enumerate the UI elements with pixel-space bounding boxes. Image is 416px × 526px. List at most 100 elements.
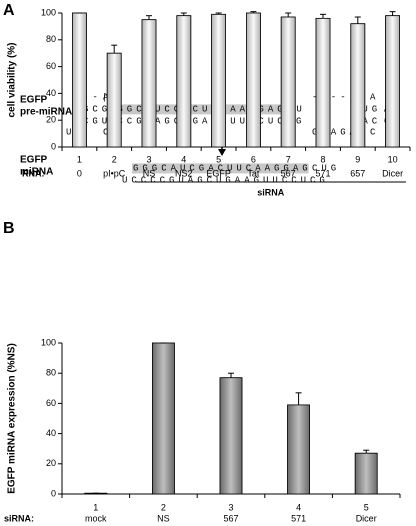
error-bar <box>354 16 361 24</box>
x-category-label: pI•pC <box>103 168 126 178</box>
group-label: siRNA <box>257 187 285 197</box>
y-tick-label: 80 <box>46 34 56 44</box>
x-category-label: Dicer <box>356 513 377 523</box>
panel-label: A <box>3 2 15 19</box>
error-bar <box>228 372 234 378</box>
y-tick-label: 20 <box>46 458 56 468</box>
error-bar <box>363 449 370 454</box>
sequence-highlight: GGGCAUCGACUUCAAGGAG <box>108 104 287 114</box>
error-bar <box>250 11 257 13</box>
diagram-label: pre-miRNA <box>20 107 72 118</box>
error-bar <box>111 44 118 54</box>
y-tick-label: 60 <box>46 398 56 408</box>
sequence: UCCCCGUAGCUGAAGUUCCUCG <box>122 175 329 185</box>
panel-label: B <box>3 220 15 237</box>
x-tick-label: 10 <box>388 154 398 164</box>
x-category-label: Tat <box>247 168 260 178</box>
highlight-box <box>107 104 284 115</box>
bar-shade <box>176 15 192 148</box>
y-axis-label: cell viability (%) <box>7 42 18 117</box>
diagram-label: miRNA <box>20 167 53 178</box>
x-tick-label: 4 <box>296 502 301 512</box>
y-tick-label: 100 <box>41 337 56 347</box>
x-tick-label: 8 <box>320 154 325 164</box>
error-bar <box>180 12 187 16</box>
sequence: CCCGUAGCUGAAGUUCCUCGG <box>108 116 305 126</box>
x-category-label: 567 <box>281 168 296 178</box>
x-tick-label: 6 <box>251 154 256 164</box>
sequence: --| <box>83 92 111 102</box>
x-tick-label: 5 <box>216 154 221 164</box>
sequence: A <box>103 92 112 102</box>
y-axis-label: EGFP miRNA expression (%NS) <box>7 343 18 494</box>
diagram-label: EGFP <box>20 95 48 106</box>
sequence: CGU <box>83 116 111 126</box>
y-tick-label: 60 <box>46 61 56 71</box>
bar-shade <box>72 12 87 148</box>
row-label: siRNA: <box>4 513 34 523</box>
x-category-label: 0 <box>77 168 82 178</box>
y-tick-label: 40 <box>46 428 56 438</box>
y-tick-label: 100 <box>41 7 56 17</box>
x-category-label: NS2 <box>175 168 193 178</box>
x-tick-label: 3 <box>146 154 151 164</box>
x-tick-label: 1 <box>77 154 82 164</box>
x-category-label: EGFP <box>206 168 231 178</box>
highlight-box <box>132 163 309 174</box>
error-bar <box>320 13 326 19</box>
x-tick-label: 5 <box>364 502 369 512</box>
sequence: GCG <box>83 104 111 114</box>
chart: B EGFP miRNA expression (%NS) 0 20 40 60 80 100… <box>3 220 401 523</box>
bar-shade <box>280 16 296 148</box>
bar-shade <box>287 404 311 495</box>
x-category-label: NS <box>143 168 156 178</box>
x-tick-label: 3 <box>228 502 233 512</box>
x-category-label: NS <box>157 513 170 523</box>
x-tick-label: 2 <box>161 502 166 512</box>
y-tick-label: 0 <box>51 141 56 151</box>
x-tick-label: 2 <box>112 154 117 164</box>
sequence: GUAGA <box>312 127 359 137</box>
y-tick-label: 20 <box>46 115 56 125</box>
bar-shade <box>106 52 122 148</box>
arrow-head <box>218 149 226 156</box>
x-category-label: 571 <box>315 168 330 178</box>
x-category-label: 571 <box>291 513 306 523</box>
bar-shade <box>151 342 175 495</box>
x-tick-label: 7 <box>286 154 291 164</box>
bar-shade <box>350 23 366 148</box>
y-tick-label: 80 <box>46 368 56 378</box>
bar-shade <box>354 452 378 495</box>
x-tick-label: 9 <box>355 154 360 164</box>
y-tick-label: 40 <box>46 88 56 98</box>
error-bar <box>295 392 302 405</box>
y-tick-label: 0 <box>51 488 56 498</box>
row-label: RNA: <box>22 168 45 178</box>
sequence: C <box>370 127 379 137</box>
bar-shade <box>141 19 157 148</box>
bar-shade <box>385 15 401 148</box>
error-bar <box>389 11 396 16</box>
x-tick-label: 1 <box>93 502 98 512</box>
bar-shade <box>219 377 243 495</box>
bar-shade <box>245 12 261 148</box>
sequence: C <box>103 127 112 137</box>
error-bar <box>285 12 292 18</box>
bar-shade <box>211 13 227 148</box>
sequence: ----- <box>312 92 359 102</box>
x-category-label: 657 <box>350 168 365 178</box>
error-bar <box>215 12 222 15</box>
bar-shade <box>315 17 331 148</box>
x-category-label: mock <box>85 513 107 523</box>
x-category-label: 567 <box>223 513 238 523</box>
sequence-highlight: GGGCAUCGACUUCAAGGAG <box>133 163 312 173</box>
sequence: CUG <box>312 163 340 173</box>
error-bar <box>146 15 152 20</box>
x-category-label: Dicer <box>382 168 403 178</box>
sequence: A <box>370 92 379 102</box>
x-tick-label: 4 <box>181 154 186 164</box>
diagram-label: EGFP <box>20 155 48 166</box>
